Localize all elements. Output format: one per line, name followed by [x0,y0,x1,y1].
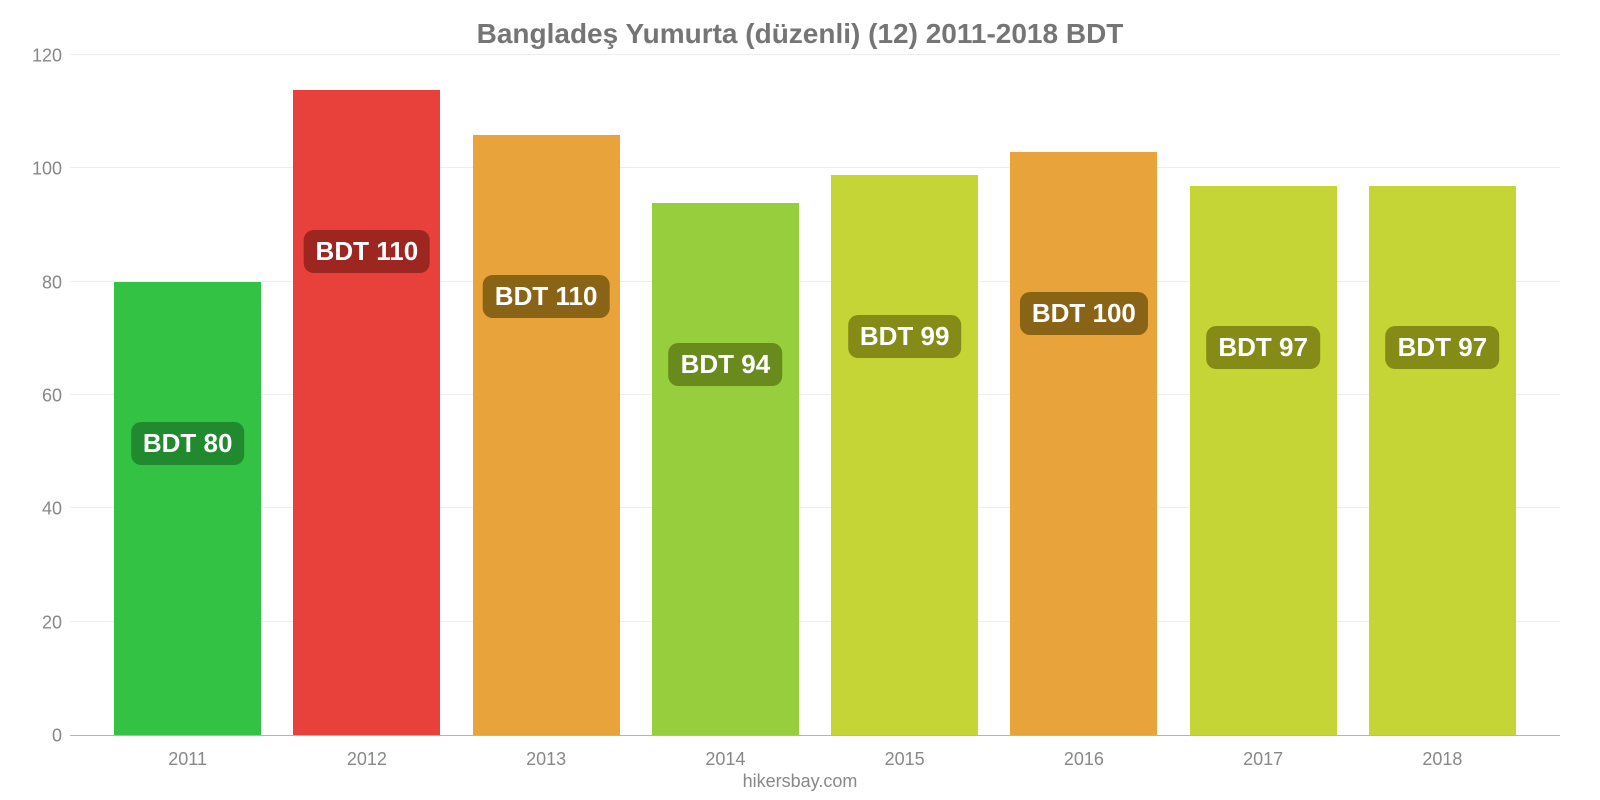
chart-title: Bangladeş Yumurta (düzenli) (12) 2011-20… [0,18,1600,50]
bar: BDT 80 [114,282,261,735]
bar-value-badge: BDT 94 [669,343,783,386]
x-tick: 2017 [1174,749,1353,770]
x-tick: 2014 [636,749,815,770]
y-tick: 20 [42,612,62,633]
y-tick: 40 [42,499,62,520]
y-tick: 60 [42,386,62,407]
bar-value-badge: BDT 110 [483,275,610,318]
y-tick: 100 [32,159,62,180]
bar-value-badge: BDT 97 [1386,326,1500,369]
bar-value-badge: BDT 99 [848,315,962,358]
bar-slot: BDT 94 [636,56,815,735]
credit: hikersbay.com [0,771,1600,792]
x-tick: 2016 [994,749,1173,770]
x-tick: 2013 [457,749,636,770]
y-tick: 120 [32,46,62,67]
bar-slot: BDT 99 [815,56,994,735]
bar-value-badge: BDT 80 [131,422,245,465]
y-tick: 80 [42,272,62,293]
bar-slot: BDT 80 [98,56,277,735]
bar: BDT 99 [831,175,978,735]
bar-slot: BDT 110 [277,56,456,735]
bar-value-badge: BDT 100 [1020,292,1148,335]
plot-area: BDT 80 BDT 110 BDT 110 BDT 94 BDT 99 BDT 100 B… [70,56,1560,736]
gridline [70,54,1560,55]
bars-container: BDT 80 BDT 110 BDT 110 BDT 94 BDT 99 BDT 100 B… [70,56,1560,735]
y-tick: 0 [52,726,62,747]
bar-value-badge: BDT 97 [1206,326,1320,369]
bar: BDT 100 [1010,152,1157,735]
x-axis: 20112012201320142015201620172018 [70,749,1560,770]
bar: BDT 97 [1369,186,1516,735]
bar-slot: BDT 97 [1353,56,1532,735]
bar: BDT 110 [473,135,620,735]
bar: BDT 110 [293,90,440,735]
bar: BDT 94 [652,203,799,735]
plot-outer: 020406080100120 BDT 80BDT 110BDT 110BDT … [70,56,1560,736]
x-tick: 2015 [815,749,994,770]
x-tick: 2018 [1353,749,1532,770]
x-tick: 2012 [277,749,456,770]
y-axis: 020406080100120 [20,56,70,736]
bar-slot: BDT 110 [457,56,636,735]
bar-chart: Bangladeş Yumurta (düzenli) (12) 2011-20… [0,0,1600,800]
bar: BDT 97 [1190,186,1337,735]
bar-slot: BDT 97 [1174,56,1353,735]
bar-value-badge: BDT 110 [304,230,431,273]
bar-slot: BDT 100 [994,56,1173,735]
x-tick: 2011 [98,749,277,770]
